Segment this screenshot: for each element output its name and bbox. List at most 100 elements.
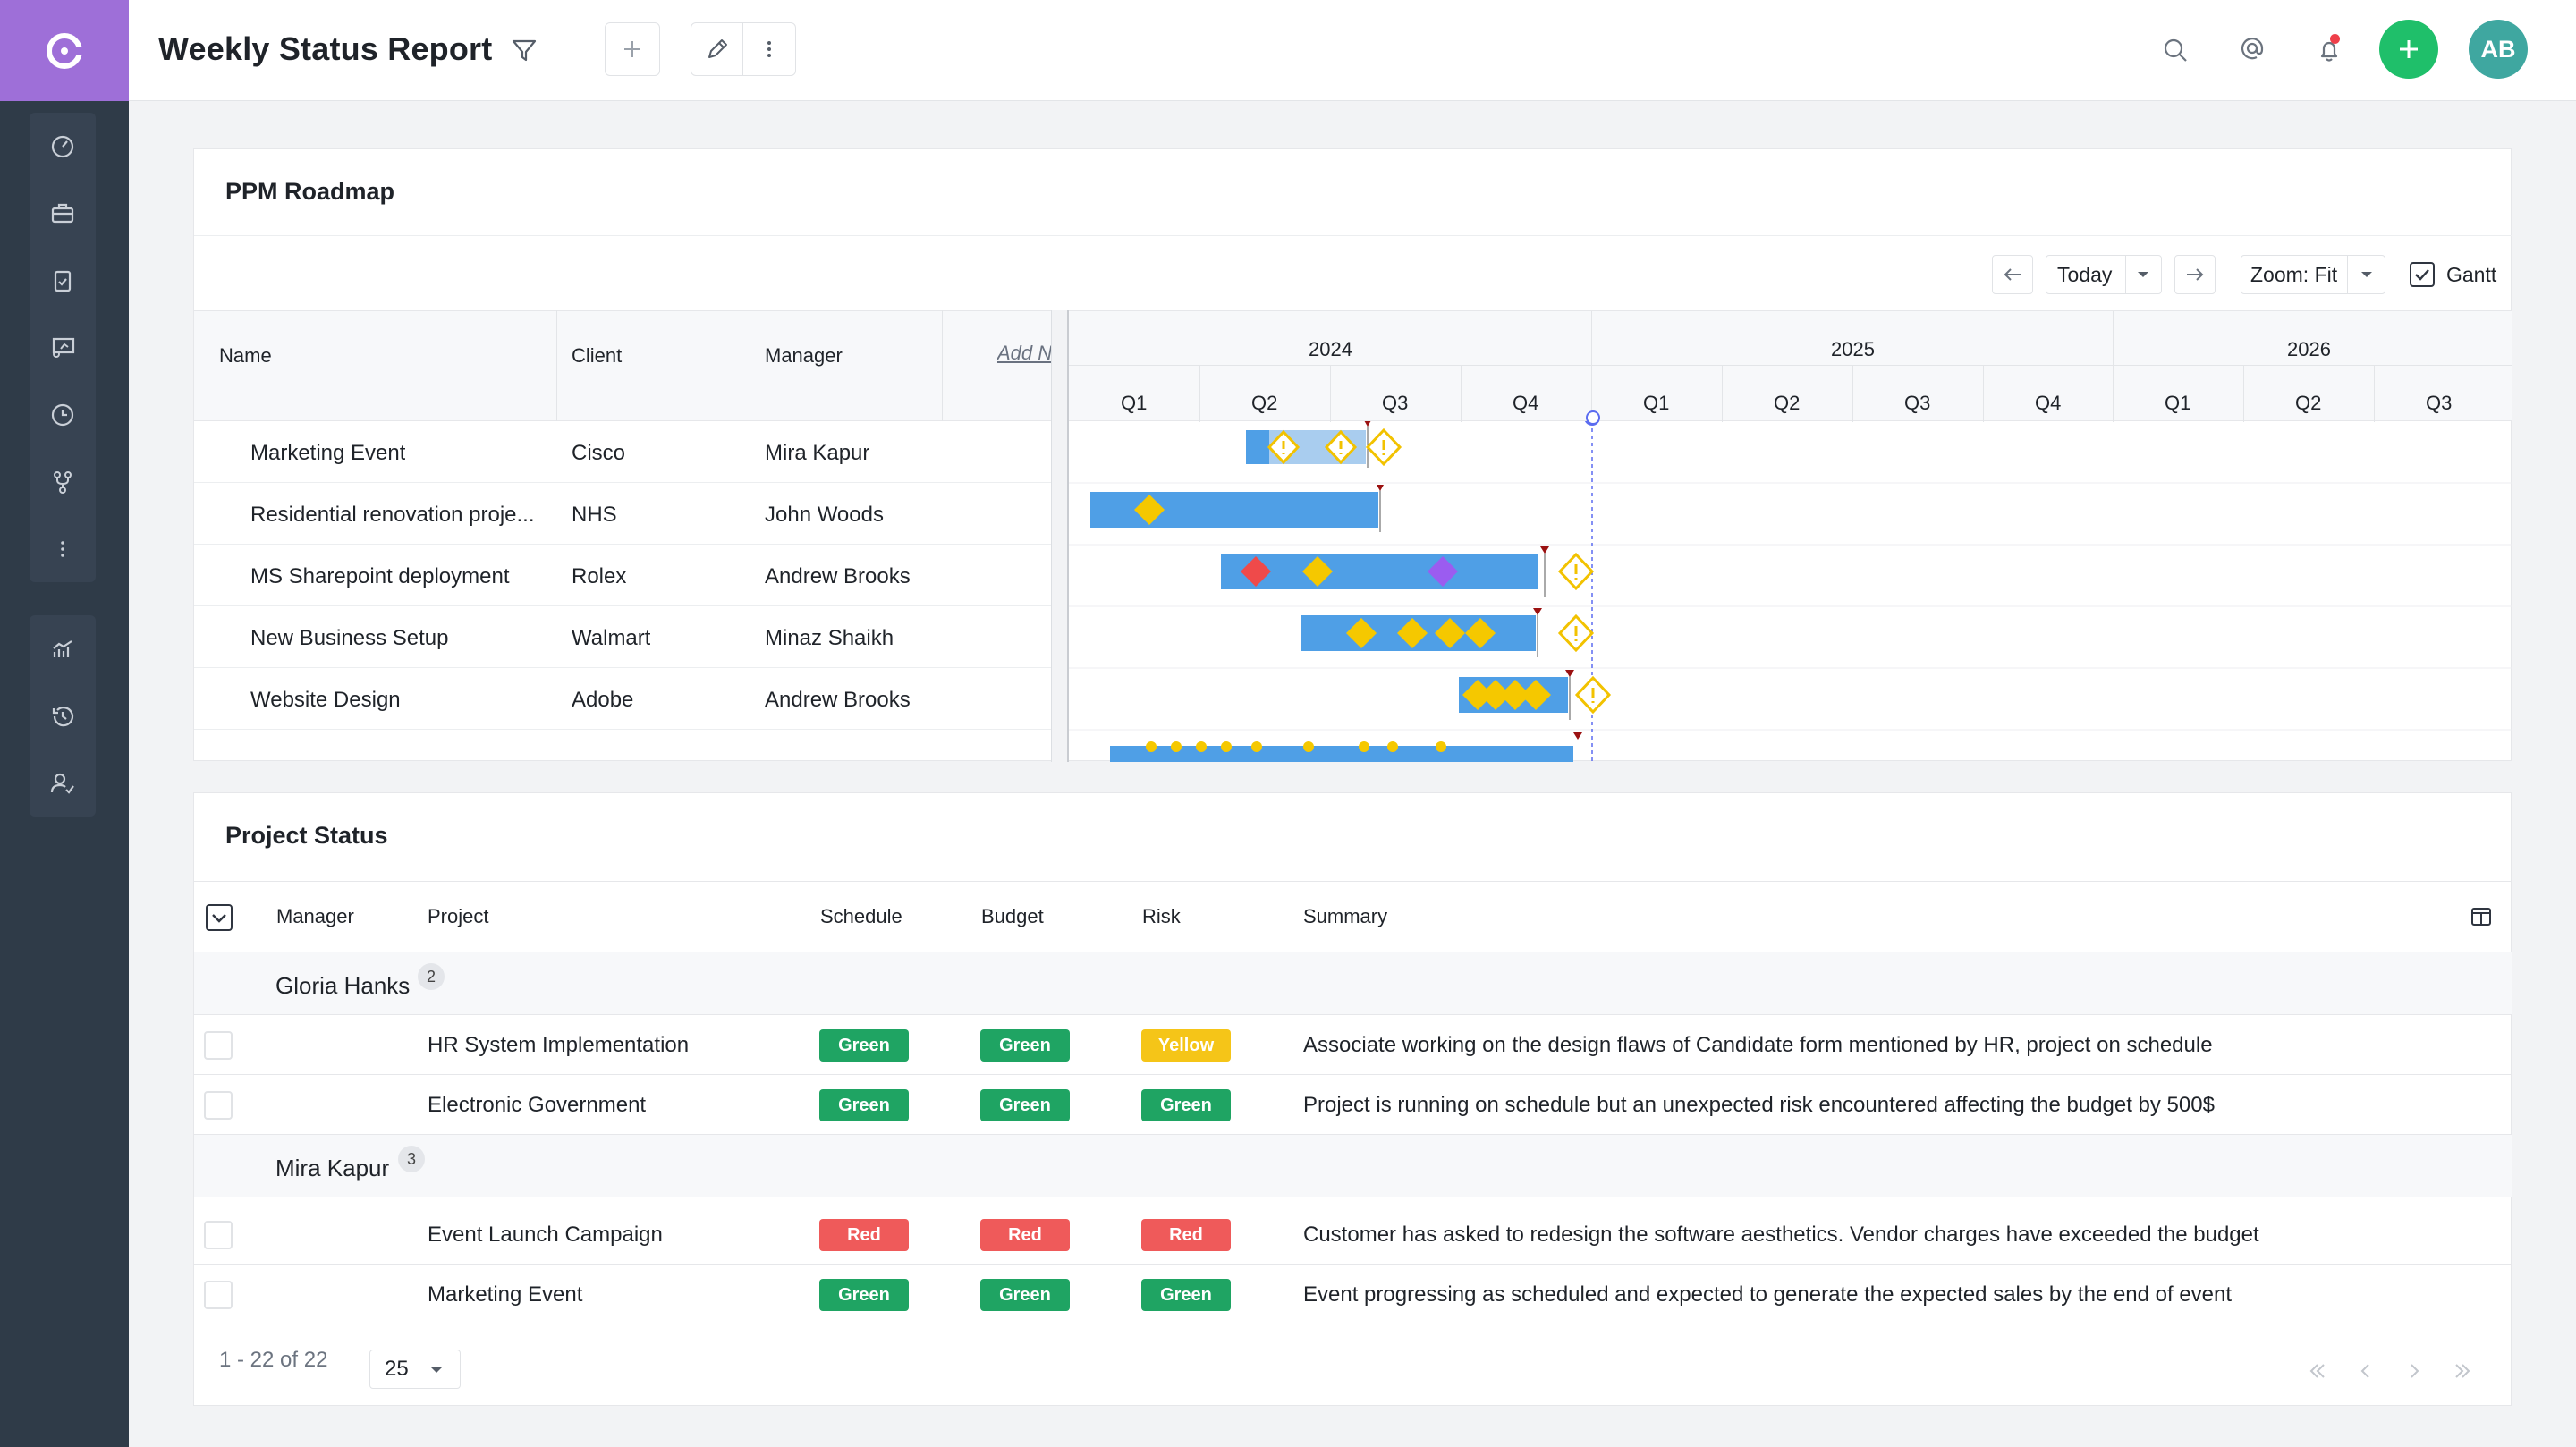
row-name: MS Sharepoint deployment	[250, 564, 510, 588]
dashboard-icon	[51, 135, 74, 157]
grid-splitter[interactable]	[1051, 310, 1069, 762]
milestone-warning-icon[interactable]	[1557, 552, 1595, 591]
table-row[interactable]: Marketing Event Green Green Green Event …	[194, 1265, 2512, 1324]
zoom-select[interactable]: Zoom: Fit	[2241, 255, 2385, 294]
row-manager: Andrew Brooks	[765, 688, 911, 712]
group-row-mira-kapur[interactable]: Mira Kapur 3	[194, 1135, 2512, 1197]
caret-down-icon	[2361, 272, 2372, 277]
milestone-diamond[interactable]	[1428, 556, 1458, 587]
sidebar-group-secondary	[30, 615, 96, 817]
grid-row[interactable]: Website Design Adobe Andrew Brooks	[194, 668, 1051, 730]
search-button[interactable]	[2159, 34, 2191, 66]
column-risk[interactable]: Risk	[1142, 905, 1181, 927]
more-options-button[interactable]	[743, 23, 795, 75]
presentation-icon	[52, 337, 75, 358]
filter-button[interactable]	[508, 34, 540, 66]
milestone-diamond[interactable]	[1500, 680, 1530, 710]
group-row-gloria-hanks[interactable]: Gloria Hanks 2	[194, 952, 2512, 1015]
milestone-warning-icon[interactable]	[1324, 429, 1358, 465]
app-logo[interactable]	[0, 0, 129, 101]
column-budget[interactable]: Budget	[981, 905, 1044, 927]
group-count-badge: 2	[418, 963, 445, 990]
page-size-select[interactable]: 25	[369, 1350, 461, 1389]
edit-button[interactable]	[691, 23, 743, 75]
row-client: NHS	[572, 503, 617, 527]
columns-icon	[2471, 908, 2491, 926]
milestone-diamond[interactable]	[1241, 556, 1271, 587]
row-checkbox[interactable]	[204, 1091, 233, 1120]
milestone-diamond[interactable]	[1397, 618, 1428, 648]
ppm-roadmap-panel: PPM Roadmap Today Zoom: Fit Gantt Name C…	[193, 148, 2512, 762]
summary-text: Customer has asked to redesign the softw…	[1303, 1223, 2259, 1247]
first-page-button[interactable]	[2300, 1353, 2335, 1389]
row-checkbox[interactable]	[204, 1281, 233, 1309]
table-row[interactable]: Event Launch Campaign Red Red Red Custom…	[194, 1205, 2512, 1265]
column-settings-button[interactable]	[2470, 905, 2493, 933]
sidebar-item-analytics[interactable]	[30, 615, 96, 682]
milestone-diamond[interactable]	[1462, 680, 1493, 710]
schedule-badge: Green	[819, 1279, 909, 1311]
at-icon	[2241, 38, 2264, 60]
arrow-left-icon	[2004, 268, 2021, 281]
gantt-bar-residential-renovation[interactable]	[1090, 485, 1384, 532]
grid-row[interactable]: Marketing Event Cisco Mira Kapur	[194, 421, 1051, 483]
grid-row[interactable]: MS Sharepoint deployment Rolex Andrew Br…	[194, 545, 1051, 606]
scroll-forward-button[interactable]	[2174, 255, 2216, 294]
gantt-toggle[interactable]: Gantt	[2409, 255, 2496, 294]
create-button[interactable]	[2379, 20, 2438, 79]
kebab-icon	[767, 41, 771, 57]
next-page-button[interactable]	[2396, 1353, 2432, 1389]
column-manager[interactable]: Manager	[276, 905, 354, 927]
sidebar-item-reports[interactable]	[30, 314, 96, 381]
quarter-label: Q3	[2426, 392, 2453, 414]
milestone-diamond[interactable]	[1302, 556, 1333, 587]
sidebar-item-history[interactable]	[30, 682, 96, 749]
sidebar-item-workflows[interactable]	[30, 448, 96, 515]
add-column-link[interactable]: Add New Column	[997, 342, 1053, 364]
milestone-warning-icon[interactable]	[1267, 429, 1301, 465]
milestone-warning-icon[interactable]	[1574, 675, 1612, 715]
milestone-diamond[interactable]	[1465, 618, 1496, 648]
select-all-checkbox[interactable]	[205, 903, 233, 932]
sidebar-item-tasks[interactable]	[30, 247, 96, 314]
notifications-button[interactable]	[2313, 34, 2345, 66]
table-row[interactable]: HR System Implementation Green Green Yel…	[194, 1015, 2512, 1075]
table-row[interactable]: Electronic Government Green Green Green …	[194, 1075, 2512, 1135]
last-page-button[interactable]	[2445, 1353, 2480, 1389]
quarter-label: Q3	[1904, 392, 1931, 414]
row-checkbox[interactable]	[204, 1221, 233, 1249]
add-widget-button[interactable]	[605, 22, 660, 76]
previous-page-button[interactable]	[2348, 1353, 2384, 1389]
mentions-button[interactable]	[2236, 32, 2268, 64]
milestone-diamond[interactable]	[1521, 680, 1551, 710]
sidebar-item-more[interactable]	[30, 515, 96, 582]
column-manager[interactable]: Manager	[765, 344, 843, 367]
today-button[interactable]: Today	[2046, 255, 2162, 294]
row-manager: Andrew Brooks	[765, 564, 911, 588]
gantt-bar-sharepoint[interactable]	[1221, 546, 1549, 597]
sidebar-item-users[interactable]	[30, 749, 96, 817]
grid-row[interactable]: Residential renovation proje... NHS John…	[194, 483, 1051, 545]
row-checkbox[interactable]	[204, 1031, 233, 1060]
column-project[interactable]: Project	[428, 905, 489, 927]
milestone-warning-icon[interactable]	[1557, 613, 1595, 653]
risk-badge: Red	[1141, 1219, 1231, 1251]
row-client: Adobe	[572, 688, 634, 712]
scroll-back-button[interactable]	[1992, 255, 2033, 294]
milestone-diamond[interactable]	[1134, 495, 1165, 525]
milestone-diamond[interactable]	[1346, 618, 1377, 648]
risk-badge: Yellow	[1141, 1029, 1231, 1062]
column-name[interactable]: Name	[219, 344, 272, 367]
column-schedule[interactable]: Schedule	[820, 905, 902, 927]
sidebar-item-dashboard[interactable]	[30, 113, 96, 180]
row-manager: John Woods	[765, 503, 884, 527]
column-summary[interactable]: Summary	[1303, 905, 1388, 927]
column-client[interactable]: Client	[572, 344, 623, 367]
milestone-diamond[interactable]	[1480, 680, 1511, 710]
sidebar-item-projects[interactable]	[30, 180, 96, 247]
user-avatar[interactable]: AB	[2469, 20, 2528, 79]
grid-row[interactable]: New Business Setup Walmart Minaz Shaikh	[194, 606, 1051, 668]
sidebar-item-timesheets[interactable]	[30, 381, 96, 448]
milestone-diamond[interactable]	[1435, 618, 1465, 648]
milestone-warning-icon[interactable]	[1365, 427, 1402, 467]
